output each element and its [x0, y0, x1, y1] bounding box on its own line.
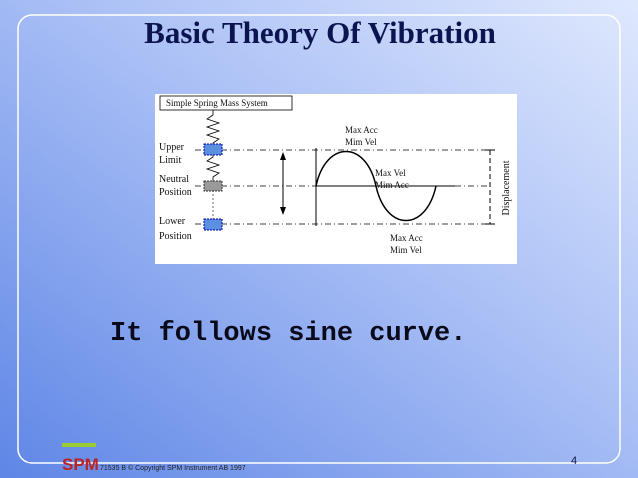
frame: [17, 14, 621, 464]
note: Mim Vel: [345, 137, 377, 147]
label: Position: [159, 187, 192, 198]
label: Limit: [159, 155, 181, 166]
sine-curve: [315, 150, 437, 222]
spring: [205, 110, 221, 146]
note: Mim Vel: [390, 245, 422, 255]
label: Upper: [159, 142, 185, 153]
logo-text: SPM: [62, 455, 99, 474]
notes: Max Acc Mim Vel Max Vel Mim Acc Max Acc …: [345, 125, 423, 255]
statement: It follows sine curve.: [110, 319, 466, 349]
note: Max Acc: [390, 233, 423, 243]
box-label: Simple Spring Mass System: [166, 98, 268, 108]
spring-lower: [205, 155, 221, 181]
label: Position: [159, 231, 192, 242]
diagram-background: [155, 94, 517, 264]
arrow-head: [280, 152, 286, 160]
title: Basic Theory Of Vibration: [144, 15, 496, 50]
axis-label: Displacement: [501, 160, 512, 215]
label-box: [159, 95, 293, 111]
label: Lower: [159, 216, 186, 227]
note: Mim Acc: [375, 180, 409, 190]
diagram: Simple Spring Mass System Displacement U…: [155, 94, 517, 264]
position-labels: Upper Limit Neutral Position Lower Posit…: [159, 142, 192, 242]
logo: SPM: [62, 443, 99, 474]
arrow-head: [280, 207, 286, 215]
logo-bar: [62, 443, 96, 447]
copyright: 71535 B © Copyright SPM Instrument AB 19…: [100, 464, 246, 472]
page-number: 4: [571, 455, 577, 467]
note: Max Vel: [375, 168, 406, 178]
mass-neutral: [203, 180, 223, 192]
note: Max Acc: [345, 125, 378, 135]
label: Neutral: [159, 174, 189, 185]
mass-upper: [203, 143, 223, 156]
mass-lower: [203, 218, 223, 231]
